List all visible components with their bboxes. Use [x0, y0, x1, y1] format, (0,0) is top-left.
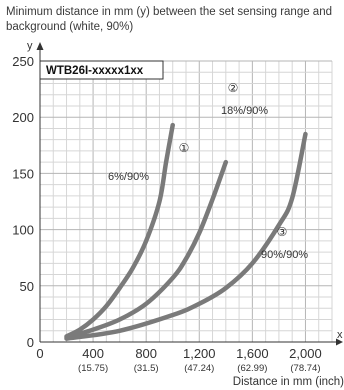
series-label-2: 18%/90%	[221, 105, 268, 117]
model-box: WTB26I-xxxxx1xx	[39, 60, 164, 80]
chart-title: Minimum distance in mm (y) between the s…	[6, 6, 332, 33]
x-tick-label: 0	[36, 346, 43, 361]
x-tick-label: 400	[82, 346, 104, 361]
y-tick-label: 200	[12, 110, 34, 125]
y-tick-label: 250	[12, 54, 34, 69]
x-tick-sublabel: (47.24)	[184, 363, 214, 374]
series-line-2	[64, 159, 229, 340]
axes: y x	[27, 40, 343, 346]
x-tick-label: 2,000	[289, 346, 322, 361]
series-marker-2: ②	[228, 81, 239, 95]
y-tick-label: 50	[20, 279, 34, 294]
model-label: WTB26I-xxxxx1xx	[46, 65, 144, 77]
series-line-3	[64, 131, 308, 341]
x-axis-label: Distance in mm (inch)	[233, 376, 344, 388]
grid	[40, 60, 333, 342]
series-line-1	[64, 122, 175, 339]
x-tick-sublabel: (15.75)	[78, 363, 108, 374]
x-tick-label: 1,200	[183, 346, 216, 361]
x-axis-arrow	[336, 338, 343, 346]
x-axis-letter: x	[337, 329, 343, 341]
y-axis-letter: y	[27, 40, 33, 52]
x-tick-sublabel: (78.74)	[290, 363, 320, 374]
model-label-box	[39, 60, 164, 80]
x-tick-sublabel: (31.5)	[134, 363, 159, 374]
x-tick-sublabel: (62.99)	[237, 363, 267, 374]
tick-labels: 0 50 100 150 200 250 0 400 (15.75) 800 (31.5) 1,200…	[12, 54, 321, 374]
y-tick-label: 0	[27, 335, 34, 350]
y-tick-label: 100	[12, 223, 34, 238]
y-axis-arrow	[36, 42, 44, 50]
x-tick-label: 800	[135, 346, 157, 361]
series-label-1: 6%/90%	[108, 171, 149, 183]
series-label-3: 90%/90%	[261, 249, 308, 261]
series	[64, 122, 308, 341]
series-labels: ① 6%/90% ② 18%/90% ③ 90%/90%	[108, 81, 308, 261]
series-marker-1: ①	[179, 141, 190, 155]
x-tick-label: 1,600	[236, 346, 269, 361]
series-marker-3: ③	[277, 225, 288, 239]
y-tick-label: 150	[12, 166, 34, 181]
